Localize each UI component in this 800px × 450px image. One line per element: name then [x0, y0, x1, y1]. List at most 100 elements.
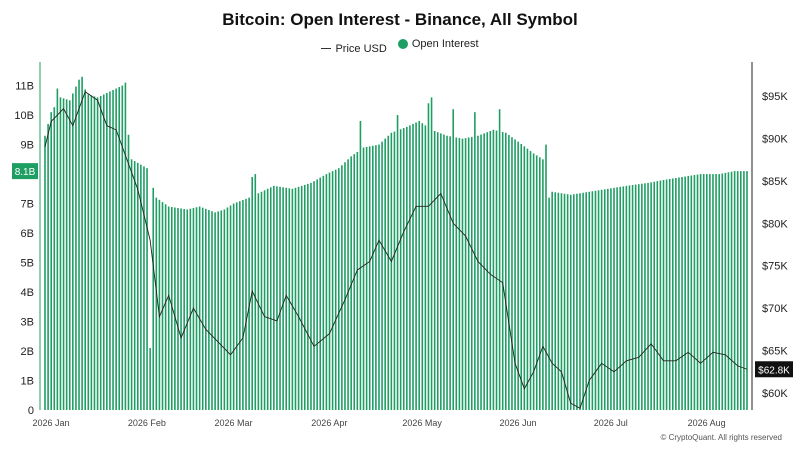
oi-bar [44, 135, 46, 411]
oi-bar [124, 82, 127, 410]
y-right-tick-label: $65K [762, 346, 788, 358]
oi-bar [520, 143, 523, 411]
oi-bar [733, 171, 736, 410]
oi-bar [529, 151, 532, 410]
oi-bar [656, 181, 659, 410]
oi-bar [607, 188, 609, 410]
oi-bar [647, 182, 649, 410]
oi-bar [368, 146, 371, 410]
oi-bar [548, 197, 550, 410]
oi-bar [585, 192, 587, 410]
legend-item-open-interest[interactable]: Open Interest [397, 38, 479, 50]
oi-bar [174, 207, 176, 410]
legend-dot-icon [397, 39, 408, 49]
oi-bar [641, 183, 643, 410]
oi-bar [712, 174, 714, 410]
oi-bar [356, 151, 359, 410]
oi-bar [628, 185, 631, 410]
y-right-tick-label: $70K [762, 303, 788, 315]
oi-bar [421, 123, 424, 410]
x-tick-label: 2026 Aug [688, 418, 726, 428]
oi-bar [610, 188, 612, 410]
oi-bar [566, 194, 569, 410]
oi-bar [480, 134, 482, 411]
oi-bar [68, 100, 71, 410]
oi-bar [140, 164, 142, 410]
oi-bar [668, 178, 671, 410]
oi-bar [47, 123, 49, 411]
oi-bar [637, 184, 640, 410]
oi-bar [242, 200, 244, 410]
y-left-tick-label: 9B [21, 140, 34, 152]
current-oi-label: 8.1B [15, 167, 36, 178]
oi-bar [594, 190, 597, 410]
oi-bar [427, 103, 430, 410]
oi-bar [322, 175, 325, 410]
oi-bar [331, 171, 334, 410]
oi-bar [591, 191, 594, 410]
oi-bar [443, 134, 445, 411]
oi-bar [665, 179, 668, 410]
oi-bar [99, 95, 102, 411]
oi-bar [78, 79, 80, 410]
oi-bar [195, 207, 198, 410]
oi-bar [239, 201, 241, 410]
oi-bar [189, 208, 192, 410]
oi-bar [381, 141, 383, 410]
oi-bar [186, 209, 189, 410]
oi-bar [396, 115, 399, 410]
y-left-tick-label: 1B [21, 376, 34, 388]
oi-bar [285, 187, 288, 410]
oi-bar [319, 177, 322, 410]
oi-bar [579, 193, 581, 410]
oi-bar [696, 174, 699, 410]
oi-bar [659, 180, 662, 410]
oi-bar [746, 171, 748, 410]
oi-bar [143, 166, 145, 410]
oi-bar [72, 93, 74, 411]
oi-bar [727, 172, 730, 410]
oi-bar [678, 177, 680, 410]
oi-bar [455, 137, 458, 410]
oi-bar [344, 162, 346, 410]
oi-bar [232, 203, 235, 410]
oi-bar [183, 208, 185, 410]
oi-bar [681, 177, 683, 410]
oi-bar [263, 190, 266, 410]
legend-item-price[interactable]: Price USD [321, 43, 387, 55]
oi-bar [470, 136, 473, 410]
oi-bar [118, 87, 121, 410]
oi-bar [687, 176, 690, 410]
oi-bar [430, 97, 433, 410]
oi-bar [226, 207, 229, 410]
oi-bar [115, 88, 117, 410]
oi-bar [504, 132, 507, 410]
oi-bar [406, 126, 408, 410]
oi-bar [662, 179, 665, 410]
oi-bar [724, 172, 727, 410]
oi-bar [693, 175, 696, 410]
oi-bar [334, 169, 337, 410]
oi-bar [415, 122, 417, 411]
oi-bar [573, 194, 575, 410]
oi-bar [709, 174, 711, 410]
oi-bar [511, 137, 513, 410]
oi-bar [743, 171, 745, 410]
oi-bar [532, 153, 535, 411]
oi-bar [644, 183, 646, 410]
oi-bar [446, 135, 448, 411]
x-tick-label: 2026 Jan [32, 418, 69, 428]
oi-bar [164, 204, 167, 410]
oi-bar [402, 128, 405, 410]
oi-bar [603, 189, 606, 410]
oi-bar [409, 125, 411, 410]
oi-bar [316, 179, 318, 410]
oi-bar [393, 131, 396, 410]
oi-bar [260, 191, 263, 410]
oi-bar [501, 132, 504, 411]
oi-bar [106, 92, 108, 410]
oi-bar [387, 135, 390, 411]
x-tick-label: 2026 Mar [214, 418, 252, 428]
oi-bar [706, 174, 708, 410]
oi-bar [297, 186, 300, 410]
